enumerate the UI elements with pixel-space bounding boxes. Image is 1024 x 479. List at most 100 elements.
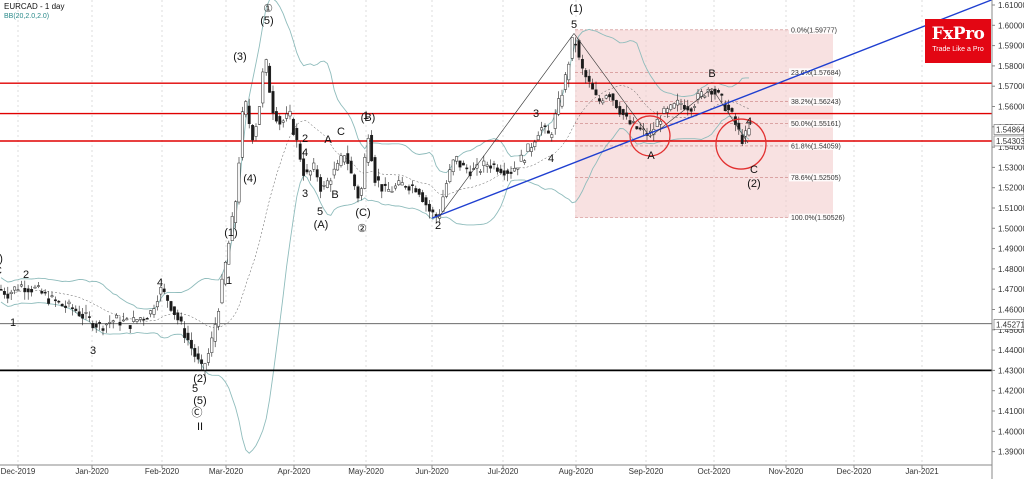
- bear-candle: [98, 322, 102, 324]
- y-tick-label: 1.43000: [998, 366, 1024, 375]
- x-tick-label: Jun-2020: [415, 467, 449, 476]
- y-tick-label: 1.44000: [998, 346, 1024, 355]
- bear-candle: [278, 116, 282, 125]
- bear-candle: [730, 108, 734, 112]
- bear-candle: [431, 209, 435, 213]
- bear-candle: [710, 90, 714, 95]
- bear-candle: [145, 318, 149, 320]
- bear-candle: [315, 169, 319, 178]
- price-axis[interactable]: 1.61000 1.60000 1.59000 1.58000 1.57000 1.560…: [992, 1, 1024, 457]
- bull-candle: [336, 163, 340, 171]
- bull-candle: [254, 126, 258, 137]
- bull-candle: [244, 101, 248, 115]
- price-label-box: [993, 135, 1024, 147]
- chart-symbol: EURCAD - 1 day: [4, 2, 64, 11]
- bull-candle: [325, 180, 329, 188]
- wave-label: 3: [533, 108, 539, 120]
- bull-candle: [50, 295, 54, 297]
- wave-label: A: [647, 150, 655, 162]
- bull-candle: [631, 121, 635, 123]
- bear-candle: [295, 127, 299, 141]
- y-tick-label: 1.39000: [998, 448, 1024, 457]
- bear-candle: [489, 165, 493, 169]
- fib-label: 78.6%(1.52505): [791, 175, 841, 182]
- bull-candle: [152, 308, 156, 315]
- wave-label: B: [708, 68, 715, 80]
- y-tick-label: 1.59000: [998, 42, 1024, 51]
- bear-candle: [737, 122, 741, 130]
- bear-candle: [577, 40, 581, 58]
- x-tick-label: Feb-2020: [145, 467, 180, 476]
- fib-label: 100.0%(1.50526): [791, 215, 845, 222]
- wave-label: ①: [263, 3, 273, 15]
- fib-label: 23.6%(1.57684): [791, 70, 841, 77]
- bear-candle: [370, 134, 374, 162]
- fib-label: 0.0%(1.59777): [791, 27, 837, 34]
- bull-candle: [155, 301, 159, 308]
- bull-candle: [227, 242, 231, 265]
- bear-candle: [373, 157, 377, 183]
- wave-label: 5: [317, 206, 323, 218]
- fib-label-bg: [789, 173, 833, 182]
- fib-label: 61.8%(1.54059): [791, 143, 841, 150]
- wave-label: 4: [302, 147, 308, 159]
- wave-label: 2: [302, 133, 308, 145]
- bull-candle: [19, 284, 23, 287]
- bear-candle: [53, 299, 57, 302]
- bear-candle: [271, 91, 275, 114]
- bull-candle: [441, 196, 445, 212]
- bear-candle: [128, 325, 132, 329]
- bear-candle: [356, 186, 360, 199]
- wave-label: 5: [571, 19, 577, 31]
- wave-labels: 4)C2134(2)5(5)ⒸII①(5)(3)(4)(1)1345(A)2AB…: [0, 3, 761, 433]
- bear-candle: [87, 316, 91, 318]
- bull-candle: [570, 37, 574, 59]
- bull-candle: [393, 185, 397, 189]
- bull-candle: [121, 319, 125, 322]
- price-label-box: [993, 318, 1024, 330]
- bull-candle: [84, 312, 88, 314]
- x-tick-label: Nov-2020: [769, 467, 804, 476]
- bull-candle: [516, 167, 520, 170]
- bear-candle: [611, 93, 615, 101]
- bull-candle: [665, 108, 669, 113]
- bear-candle: [614, 100, 618, 109]
- bear-candle: [291, 118, 295, 135]
- wave-label: (5): [260, 15, 273, 27]
- bull-candle: [642, 128, 646, 131]
- bear-candle: [43, 291, 47, 294]
- bull-candle: [672, 103, 676, 109]
- bull-candle: [33, 286, 37, 289]
- bear-candle: [60, 303, 64, 307]
- bear-candle: [458, 160, 462, 168]
- bull-candle: [560, 94, 564, 107]
- bull-candle: [648, 130, 652, 133]
- y-tick-label: 1.41000: [998, 407, 1024, 416]
- bull-candle: [523, 160, 527, 163]
- wave-label: 5: [192, 383, 198, 395]
- bear-candle: [2, 291, 6, 295]
- price-label: 1.45271: [996, 320, 1024, 329]
- wave-label: (5): [193, 395, 206, 407]
- bear-candle: [183, 328, 187, 338]
- wave-label: C: [750, 164, 758, 176]
- bull-candle: [159, 287, 163, 295]
- bull-candle: [223, 262, 227, 285]
- bear-candle: [353, 174, 357, 187]
- bull-candle: [451, 159, 455, 172]
- bear-candle: [196, 353, 200, 360]
- horizontal-levels: [0, 82, 992, 372]
- time-axis[interactable]: Dec-2019 Jan-2020 Feb-2020 Mar-2020 Apr-2020…: [1, 465, 940, 476]
- bull-candle: [444, 183, 448, 197]
- bull-candle: [125, 318, 129, 321]
- bear-candle: [424, 197, 428, 206]
- wave-label: 2: [23, 269, 29, 281]
- y-tick-label: 1.56000: [998, 103, 1024, 112]
- x-tick-label: Jan-2020: [75, 467, 109, 476]
- bull-candle: [285, 113, 289, 119]
- wave-label: B: [331, 189, 338, 201]
- bull-candle: [485, 164, 489, 167]
- bull-candle: [108, 322, 112, 324]
- bear-candle: [70, 307, 74, 309]
